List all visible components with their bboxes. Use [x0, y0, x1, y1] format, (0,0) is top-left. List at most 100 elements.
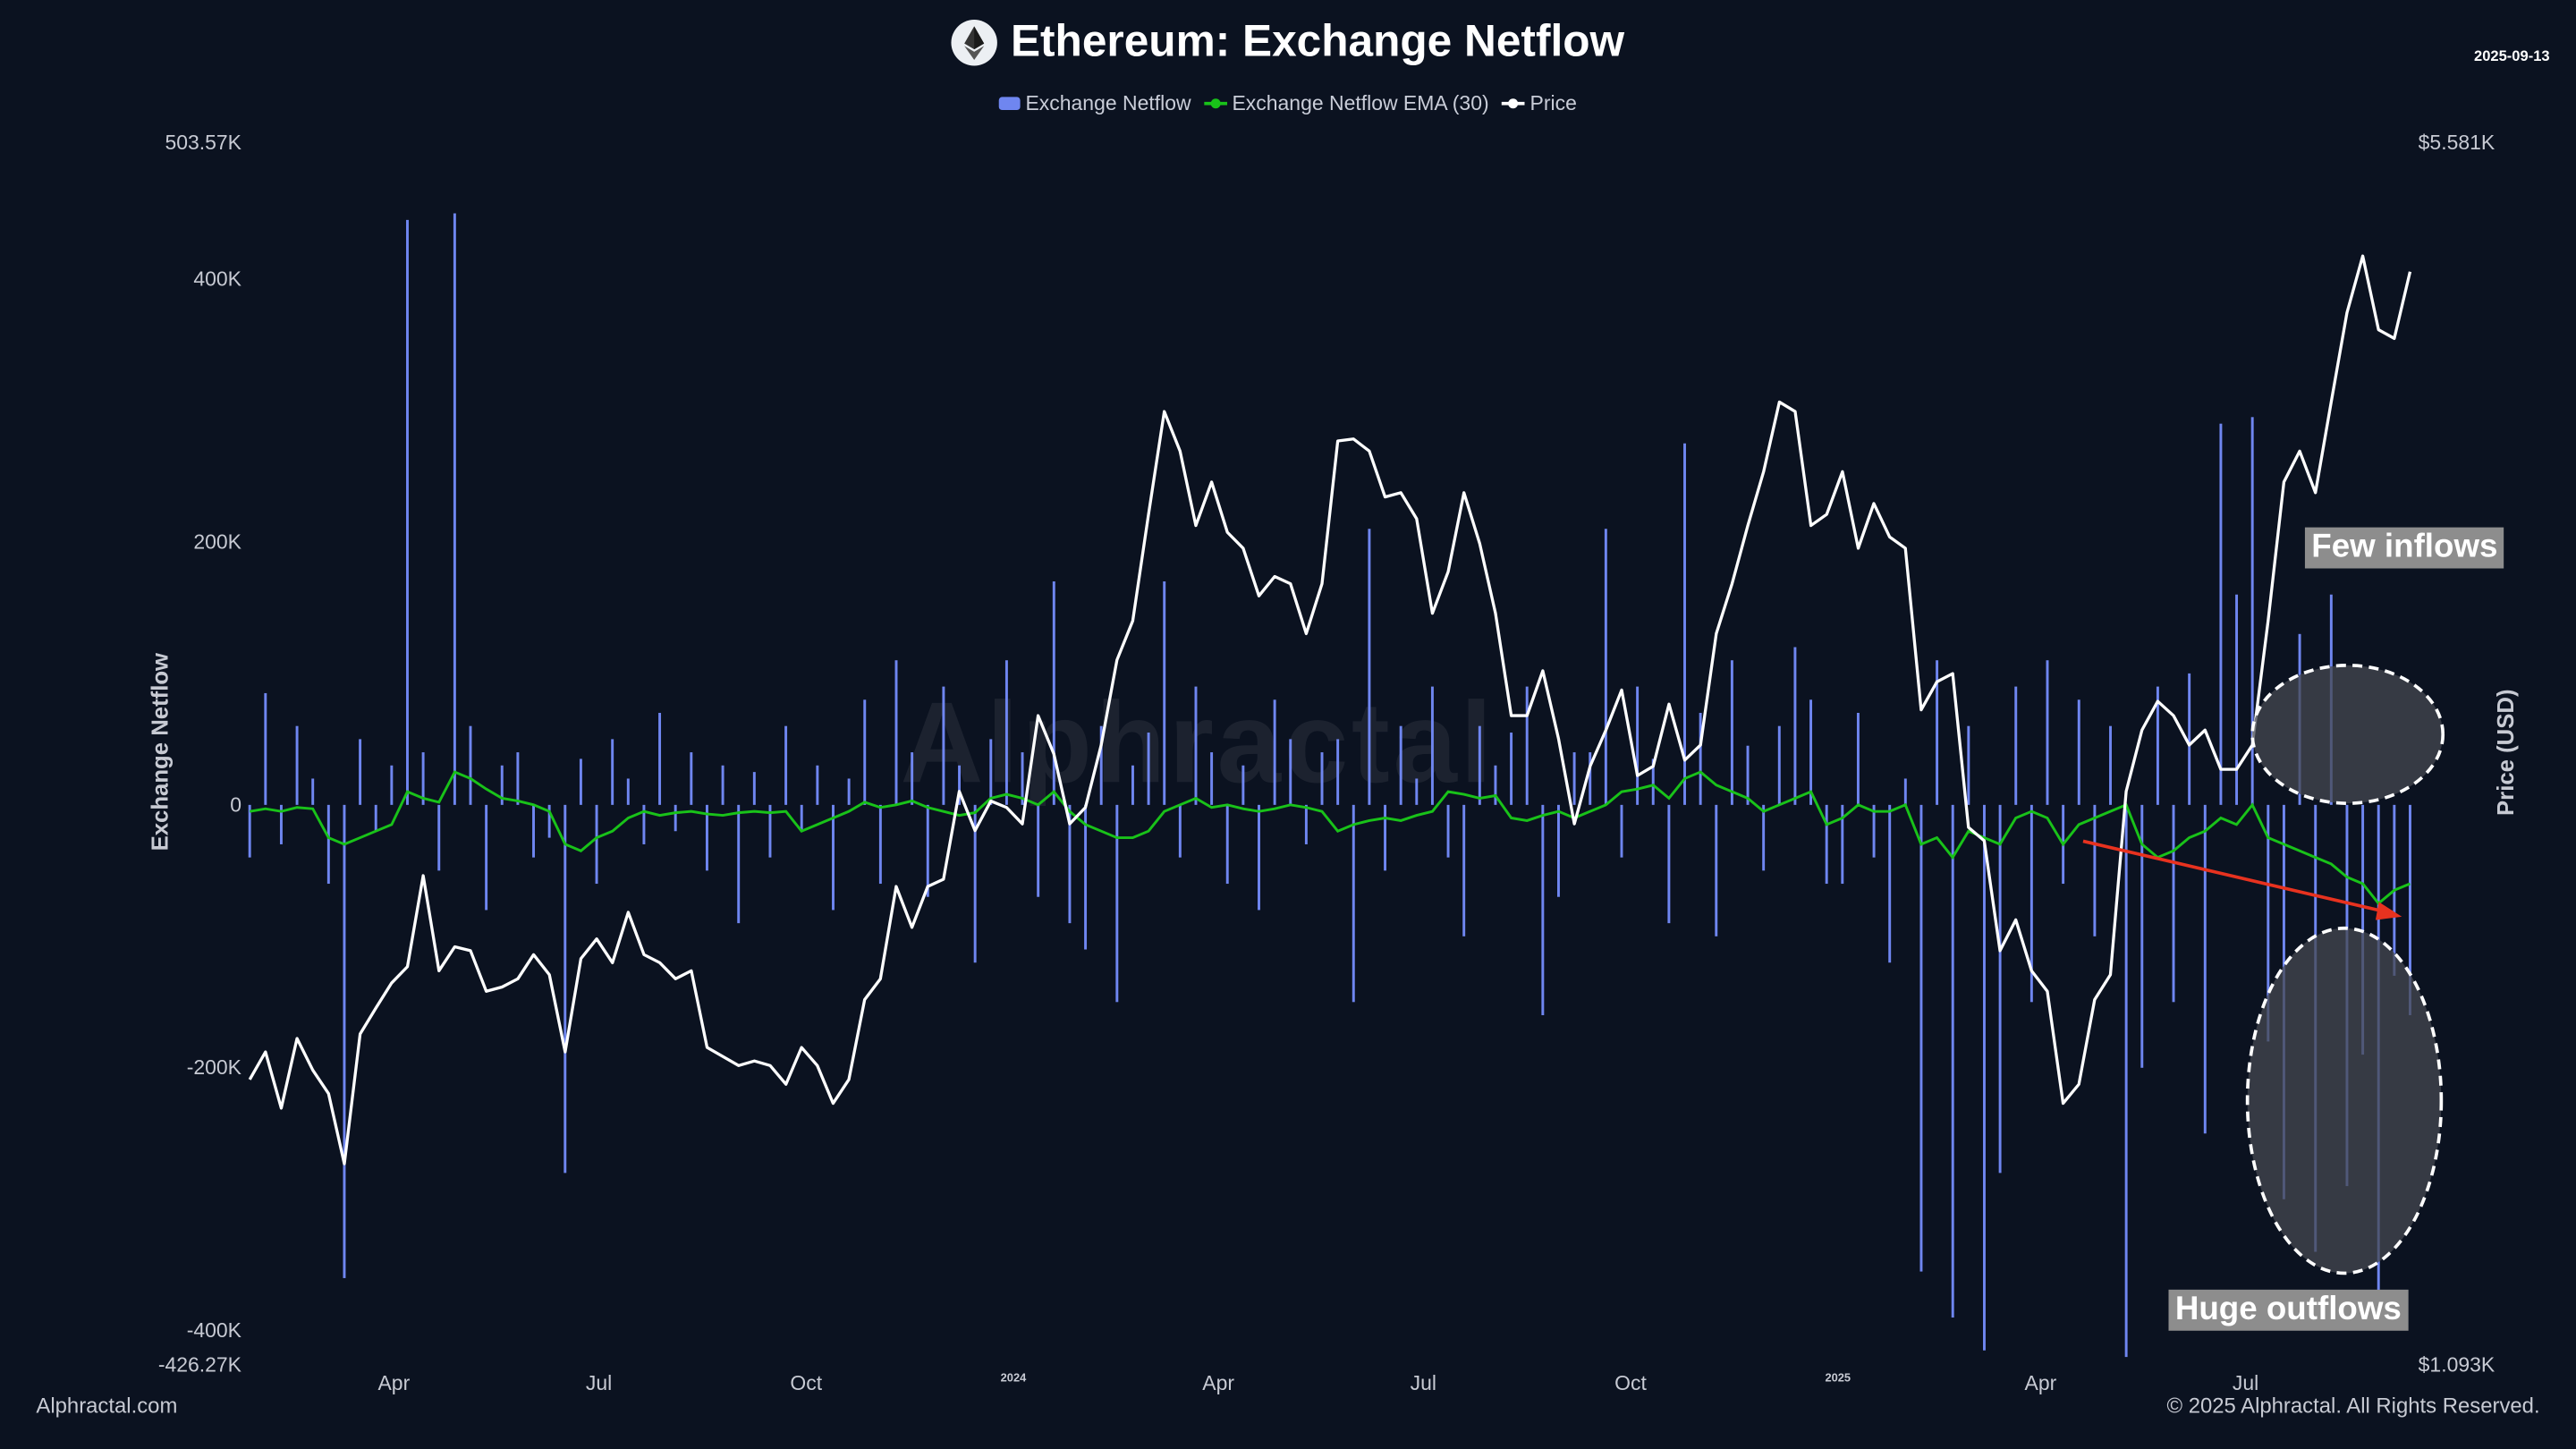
netflow-bar — [800, 804, 803, 832]
netflow-bar — [1888, 804, 1892, 963]
netflow-bar — [1021, 752, 1024, 805]
netflow-bar — [847, 778, 851, 805]
legend-label: Price — [1530, 91, 1577, 115]
netflow-bar — [1510, 733, 1513, 805]
x-axis-tick-label: Oct — [1614, 1371, 1647, 1395]
netflow-bar — [469, 725, 472, 805]
netflow-bar — [2077, 699, 2080, 805]
few-inflows-label: Few inflows — [2304, 527, 2504, 569]
netflow-bar — [311, 778, 315, 805]
netflow-bar — [816, 765, 819, 805]
inflow-highlight-ellipse — [2250, 664, 2445, 805]
netflow-bar — [1872, 804, 1876, 858]
netflow-bar — [658, 712, 662, 805]
netflow-bar — [705, 804, 708, 871]
netflow-bar — [406, 219, 409, 805]
right-axis-max: $5.581K — [2418, 131, 2496, 155]
netflow-bar — [1241, 765, 1245, 805]
netflow-bar — [1415, 778, 1419, 805]
netflow-bar — [1462, 804, 1466, 936]
netflow-bar — [1809, 699, 1813, 805]
netflow-bar — [1919, 804, 1923, 1272]
netflow-bar — [437, 804, 441, 871]
netflow-bar — [279, 804, 283, 844]
netflow-bar — [343, 804, 346, 1278]
netflow-bar — [894, 660, 898, 805]
netflow-bar — [2219, 423, 2223, 805]
netflow-bar — [1147, 733, 1150, 805]
netflow-bar — [1683, 443, 1686, 805]
netflow-bar — [485, 804, 488, 911]
netflow-bar — [942, 686, 945, 805]
netflow-bar — [1320, 752, 1324, 805]
netflow-bar — [626, 778, 630, 805]
netflow-bar — [1856, 712, 1860, 805]
netflow-bar — [1384, 804, 1387, 871]
netflow-bar — [2188, 673, 2191, 805]
left-axis-tick-label: 0 — [230, 792, 242, 817]
netflow-bar — [2140, 804, 2144, 1068]
netflow-bar — [453, 213, 456, 805]
netflow-bar — [1951, 804, 1954, 1318]
netflow-bar — [1430, 686, 1434, 805]
x-axis-tick-label: Apr — [2024, 1371, 2057, 1395]
netflow-bar — [1336, 739, 1340, 805]
netflow-bar — [721, 765, 724, 805]
x-axis-tick-label: Jul — [2232, 1371, 2259, 1395]
netflow-bar — [2203, 804, 2207, 1134]
netflow-bar — [2250, 417, 2254, 805]
left-axis-tick-label: -400K — [186, 1318, 242, 1343]
netflow-bar — [2124, 804, 2128, 1358]
right-axis-title: Price (USD) — [2492, 689, 2519, 816]
left-axis-max: 503.57K — [165, 131, 242, 155]
netflow-bar — [2409, 804, 2411, 1016]
netflow-bar — [1730, 660, 1733, 805]
netflow-bar — [1967, 725, 1970, 805]
ema-line — [249, 770, 2411, 906]
netflow-bar — [768, 804, 772, 858]
footer-site[interactable]: Alphractal.com — [36, 1393, 178, 1419]
netflow-bar — [2172, 804, 2175, 1003]
netflow-bar — [2156, 686, 2159, 805]
left-axis-min: -426.27K — [157, 1353, 242, 1377]
netflow-bar — [1983, 804, 1986, 1351]
netflow-bar — [926, 804, 929, 897]
netflow-bar — [1841, 804, 1844, 885]
netflow-bar — [737, 804, 741, 924]
x-axis-tick-label: Jul — [585, 1371, 613, 1395]
netflow-bar — [1636, 686, 1640, 805]
netflow-bar — [564, 804, 567, 1174]
netflow-bars — [248, 213, 2411, 1358]
legend-item-netflow[interactable]: Exchange Netflow — [999, 92, 1191, 115]
legend-item-price[interactable]: Price — [1502, 92, 1577, 115]
netflow-bar — [1004, 660, 1008, 805]
netflow-bar — [1194, 686, 1198, 805]
left-axis-title: Exchange Netflow — [146, 652, 173, 852]
netflow-bar — [1715, 804, 1718, 936]
netflow-bar — [1178, 804, 1182, 858]
netflow-bar — [1115, 804, 1119, 1003]
netflow-bar — [1589, 752, 1592, 805]
x-axis-tick-label: 2025 — [1825, 1373, 1852, 1385]
netflow-bar — [1604, 529, 1607, 805]
netflow-bar — [1289, 739, 1292, 805]
netflow-bar — [1556, 804, 1560, 897]
x-axis-tick-label: Jul — [1410, 1371, 1437, 1395]
netflow-bar — [674, 804, 677, 832]
legend-label: Exchange Netflow — [1025, 91, 1191, 115]
left-axis-tick-label: 400K — [193, 267, 242, 291]
netflow-bar — [547, 804, 551, 838]
footer-copyright: © 2025 Alphractal. All Rights Reserved. — [2166, 1393, 2540, 1419]
netflow-bar — [1699, 712, 1702, 805]
legend-item-ema[interactable]: Exchange Netflow EMA (30) — [1204, 92, 1489, 115]
netflow-bar — [1793, 647, 1797, 805]
netflow-bar — [1667, 804, 1671, 924]
netflow-bar — [1620, 804, 1623, 858]
netflow-bar — [1037, 804, 1040, 897]
netflow-bar — [1541, 804, 1545, 1016]
outflow-highlight-ellipse — [2245, 926, 2444, 1275]
x-axis-tick-label: Apr — [377, 1371, 411, 1395]
netflow-bar — [973, 804, 977, 963]
netflow-bar — [1210, 752, 1214, 805]
